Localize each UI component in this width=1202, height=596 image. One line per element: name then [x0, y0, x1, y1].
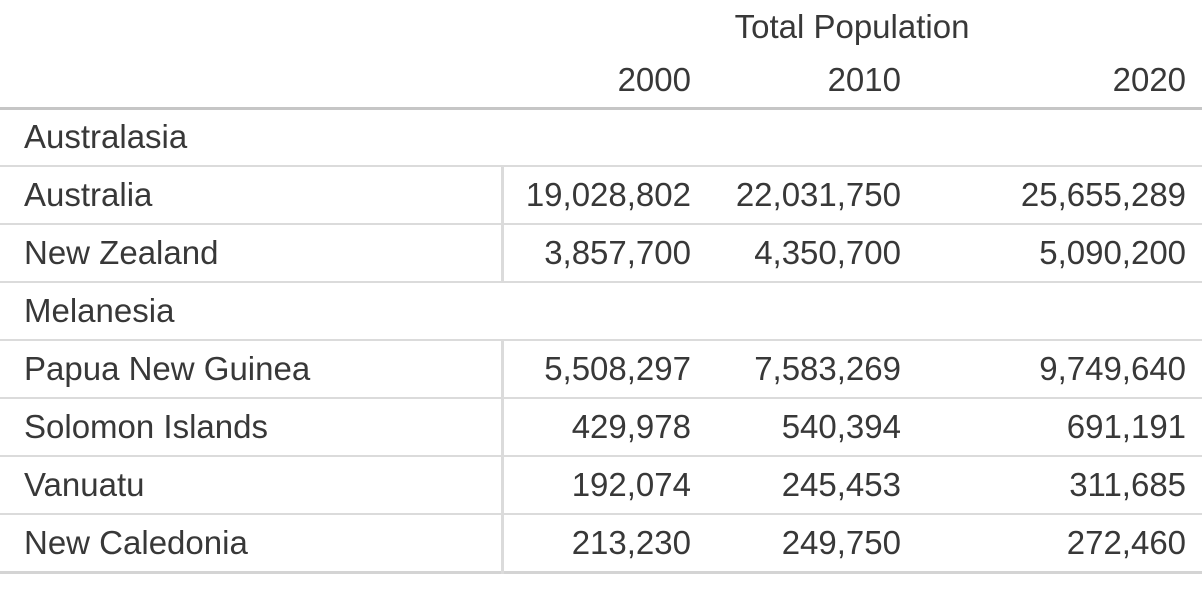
population-value-2010: 22,031,750 — [735, 176, 901, 213]
country-label: New Caledonia — [0, 514, 504, 572]
table-title: Total Population — [734, 7, 970, 45]
country-label: New Zealand — [0, 224, 504, 282]
table-body: Australasia Australia 19,028,802 22,031,… — [0, 108, 1202, 572]
corner-cell — [0, 53, 502, 108]
table-header: Total Population 2000 2010 2020 — [0, 0, 1202, 108]
population-value-2000: 3,857,700 — [544, 234, 691, 271]
population-value-2010: 4,350,700 — [754, 234, 901, 271]
country-row-papua-new-guinea: Papua New Guinea 5,508,297 7,583,269 9,7… — [0, 340, 1202, 398]
population-value-2020: 311,685 — [1069, 466, 1187, 503]
population-value-2000: 5,508,297 — [544, 350, 691, 387]
population-value-2000: 213,230 — [571, 523, 691, 561]
population-table: Total Population 2000 2010 2020 Australa… — [0, 0, 1202, 572]
country-label: Vanuatu — [0, 456, 504, 514]
population-value-2020: 25,655,289 — [1020, 176, 1187, 213]
country-label: Australia — [0, 166, 504, 224]
country-row-vanuatu: Vanuatu 192,074 245,453 311,685 — [0, 456, 1202, 514]
corner-cell — [0, 0, 502, 53]
years-row: 2000 2010 2020 — [0, 53, 1202, 108]
population-value-2010: 245,453 — [781, 466, 901, 503]
country-row-new-caledonia: New Caledonia 213,230 249,750 272,460 — [0, 514, 1202, 572]
population-value-2000: 429,978 — [571, 408, 691, 445]
country-row-australia: Australia 19,028,802 22,031,750 25,655,2… — [0, 166, 1202, 224]
population-value-2010: 540,394 — [781, 408, 901, 445]
population-value-2000: 192,074 — [571, 466, 691, 503]
country-row-solomon-islands: Solomon Islands 429,978 540,394 691,191 — [0, 398, 1202, 456]
country-label: Solomon Islands — [0, 398, 504, 456]
country-row-new-zealand: New Zealand 3,857,700 4,350,700 5,090,20… — [0, 224, 1202, 282]
population-value-2010: 7,583,269 — [754, 350, 901, 387]
region-row-australasia: Australasia — [0, 108, 1202, 166]
population-value-2020: 9,749,640 — [1039, 350, 1187, 387]
region-label: Australasia — [24, 118, 188, 156]
population-value-2000: 19,028,802 — [525, 176, 691, 213]
year-column-header-2010: 2010 — [827, 60, 901, 98]
population-value-2020: 691,191 — [1066, 408, 1187, 445]
title-row: Total Population — [0, 0, 1202, 53]
population-value-2010: 249,750 — [781, 523, 901, 561]
region-row-melanesia: Melanesia — [0, 282, 1202, 340]
country-label: Papua New Guinea — [0, 340, 504, 398]
population-value-2020: 272,460 — [1066, 523, 1187, 561]
population-value-2020: 5,090,200 — [1039, 234, 1187, 271]
year-column-header-2020: 2020 — [1112, 60, 1187, 98]
year-column-header-2000: 2000 — [617, 60, 691, 98]
region-label: Melanesia — [24, 292, 175, 329]
